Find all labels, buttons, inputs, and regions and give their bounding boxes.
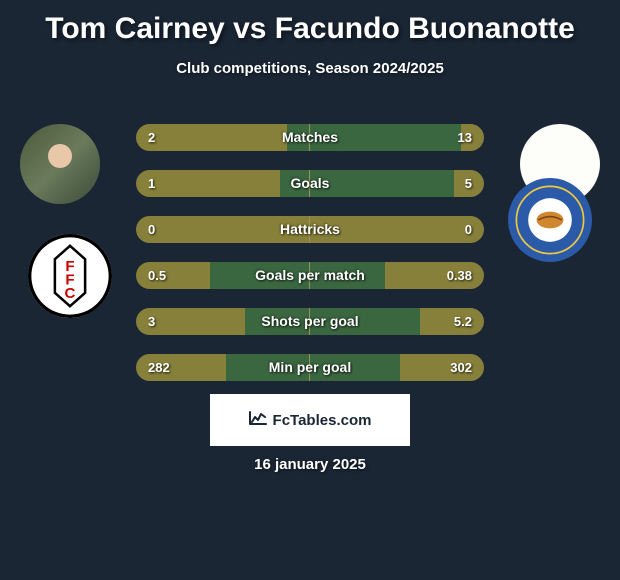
- stats-bars-container: Matches213 Goals15 Hattricks00 Goals per ma…: [136, 124, 484, 400]
- player-left-avatar: [20, 124, 100, 204]
- stat-row: Hattricks00: [136, 216, 484, 243]
- stat-row: Shots per goal35.2: [136, 308, 484, 335]
- stat-row: Matches213: [136, 124, 484, 151]
- chart-icon: [249, 411, 267, 430]
- stat-row: Min per goal282302: [136, 354, 484, 381]
- stat-row: Goals per match0.50.38: [136, 262, 484, 289]
- svg-text:C: C: [65, 285, 76, 302]
- footer-brand-badge: FcTables.com: [210, 394, 410, 446]
- snapshot-date: 16 january 2025: [0, 456, 620, 473]
- stat-row: Goals15: [136, 170, 484, 197]
- page-subtitle: Club competitions, Season 2024/2025: [0, 60, 620, 77]
- club-right-logo: [508, 178, 592, 262]
- club-left-logo: F F C: [28, 234, 112, 318]
- page-title: Tom Cairney vs Facundo Buonanotte: [0, 0, 620, 46]
- footer-brand-text: FcTables.com: [273, 412, 372, 429]
